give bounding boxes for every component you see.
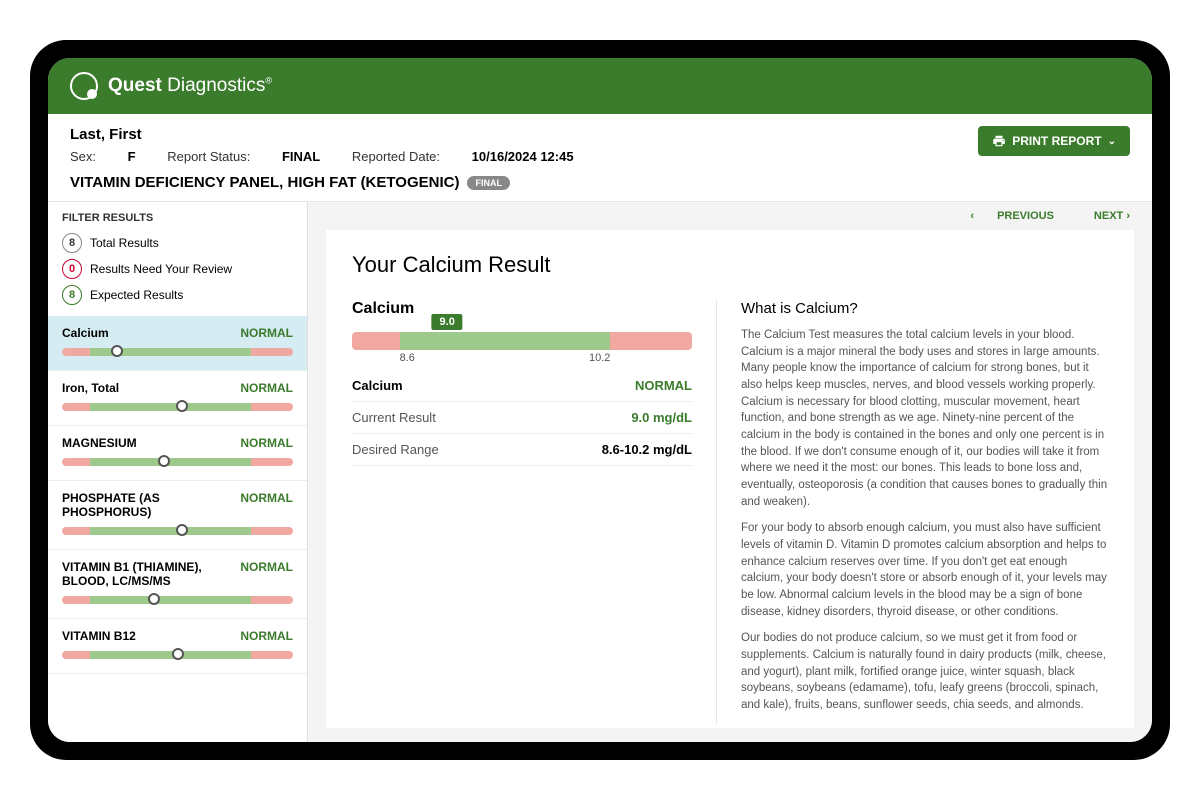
result-status: NORMAL — [240, 326, 293, 340]
mini-marker — [176, 524, 188, 536]
mini-range-bar — [62, 596, 293, 604]
info-paragraph: Our bodies do not produce calcium, so we… — [741, 630, 1108, 713]
result-name: VITAMIN B12 — [62, 629, 136, 643]
filter-heading: FILTER RESULTS — [48, 202, 307, 230]
brand-name: Quest Diagnostics® — [108, 75, 272, 97]
result-data-row: Current Result9.0 mg/dL — [352, 402, 692, 434]
result-status: NORMAL — [240, 491, 293, 519]
quest-logo-icon — [70, 72, 98, 100]
mini-range-bar — [62, 458, 293, 466]
patient-info-bar: Last, First Sex: F Report Status: FINAL … — [48, 114, 1152, 202]
patient-meta: Sex: F Report Status: FINAL Reported Dat… — [70, 149, 1130, 164]
results-sidebar: FILTER RESULTS 8 Total Results 0 Results Ne… — [48, 202, 308, 742]
result-value-badge: 9.0 — [432, 314, 463, 330]
mini-range-bar — [62, 651, 293, 659]
filter-count-row[interactable]: 0 Results Need Your Review — [48, 256, 307, 282]
previous-link[interactable]: ‹ PREVIOUS — [970, 210, 1054, 222]
result-status: NORMAL — [240, 629, 293, 643]
info-paragraph: For your body to absorb enough calcium, … — [741, 520, 1108, 620]
result-item[interactable]: VITAMIN B12 NORMAL — [48, 619, 307, 674]
print-label: PRINT REPORT — [1012, 134, 1101, 148]
mini-marker — [176, 400, 188, 412]
count-label: Results Need Your Review — [90, 262, 232, 276]
patient-name: Last, First — [70, 126, 1130, 143]
mini-marker — [172, 648, 184, 660]
screen: Quest Diagnostics® Last, First Sex: F Re… — [48, 58, 1152, 742]
device-frame: Quest Diagnostics® Last, First Sex: F Re… — [30, 40, 1170, 760]
result-item[interactable]: VITAMIN B1 (THIAMINE), BLOOD, LC/MS/MSNO… — [48, 550, 307, 619]
status-pill: FINAL — [467, 176, 510, 190]
result-status: NORMAL — [240, 381, 293, 395]
result-status: NORMAL — [240, 436, 293, 450]
info-paragraph: The Calcium Test measures the total calc… — [741, 327, 1108, 510]
count-label: Expected Results — [90, 288, 183, 302]
next-link[interactable]: NEXT › — [1074, 210, 1130, 222]
result-name: Calcium — [62, 326, 109, 340]
print-icon — [992, 134, 1006, 148]
count-label: Total Results — [90, 236, 159, 250]
count-badge: 0 — [62, 259, 82, 279]
filter-count-row[interactable]: 8 Expected Results — [48, 282, 307, 308]
info-heading: What is Calcium? — [741, 300, 1108, 317]
mini-range-bar — [62, 348, 293, 356]
mini-range-bar — [62, 527, 293, 535]
result-item[interactable]: Calcium NORMAL — [48, 316, 307, 371]
filter-count-row[interactable]: 8 Total Results — [48, 230, 307, 256]
panel-name: VITAMIN DEFICIENCY PANEL, HIGH FAT (KETO… — [70, 174, 459, 191]
count-badge: 8 — [62, 233, 82, 253]
result-name: PHOSPHATE (AS PHOSPHORUS) — [62, 491, 240, 519]
result-data-row: CalciumNORMAL — [352, 370, 692, 402]
chevron-down-icon: ⌄ — [1108, 136, 1116, 147]
brand-header: Quest Diagnostics® — [48, 58, 1152, 114]
result-range-bar: 9.0 8.610.2 — [352, 332, 692, 366]
result-item[interactable]: PHOSPHATE (AS PHOSPHORUS)NORMAL — [48, 481, 307, 550]
result-name: Iron, Total — [62, 381, 119, 395]
print-report-button[interactable]: PRINT REPORT ⌄ — [978, 126, 1130, 156]
count-badge: 8 — [62, 285, 82, 305]
result-status: NORMAL — [240, 560, 293, 588]
detail-pane: ‹ PREVIOUS NEXT › Your Calcium Result Ca… — [308, 202, 1152, 742]
result-data-row: Desired Range8.6-10.2 mg/dL — [352, 434, 692, 466]
mini-range-bar — [62, 403, 293, 411]
result-item[interactable]: MAGNESIUM NORMAL — [48, 426, 307, 481]
result-item[interactable]: Iron, Total NORMAL — [48, 371, 307, 426]
result-name: VITAMIN B1 (THIAMINE), BLOOD, LC/MS/MS — [62, 560, 240, 588]
analyte-name: Calcium — [352, 300, 692, 318]
detail-title: Your Calcium Result — [352, 252, 1108, 278]
mini-marker — [158, 455, 170, 467]
result-name: MAGNESIUM — [62, 436, 137, 450]
